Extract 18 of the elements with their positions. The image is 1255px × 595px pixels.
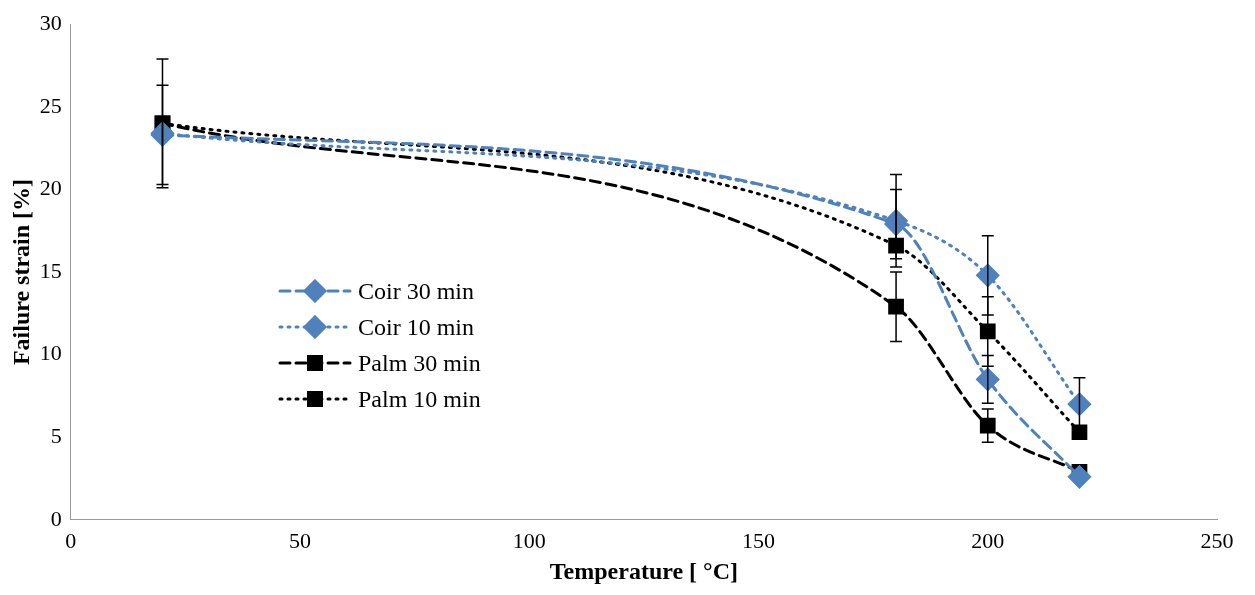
- y-tick-label: 0: [50, 505, 62, 531]
- y-tick-label: 25: [39, 92, 62, 118]
- legend-label: Palm 10 min: [358, 385, 481, 414]
- y-tick-label: 5: [50, 422, 62, 448]
- y-tick-label: 30: [39, 9, 62, 35]
- x-tick-label: 100: [512, 527, 546, 553]
- legend-label: Palm 30 min: [358, 349, 481, 378]
- x-tick-label: 150: [742, 527, 776, 553]
- x-axis-title: Temperature [ °C]: [549, 557, 739, 584]
- x-tick-label: 250: [1200, 527, 1234, 553]
- legend-label: Coir 30 min: [358, 277, 475, 306]
- y-axis-title: Failure strain [%]: [7, 178, 34, 366]
- y-tick-label: 15: [39, 257, 62, 283]
- legend-label: Coir 10 min: [358, 313, 475, 342]
- x-tick-label: 50: [289, 527, 312, 553]
- x-tick-label: 200: [971, 527, 1005, 553]
- y-tick-label: 10: [39, 340, 62, 366]
- y-tick-label: 20: [39, 175, 62, 201]
